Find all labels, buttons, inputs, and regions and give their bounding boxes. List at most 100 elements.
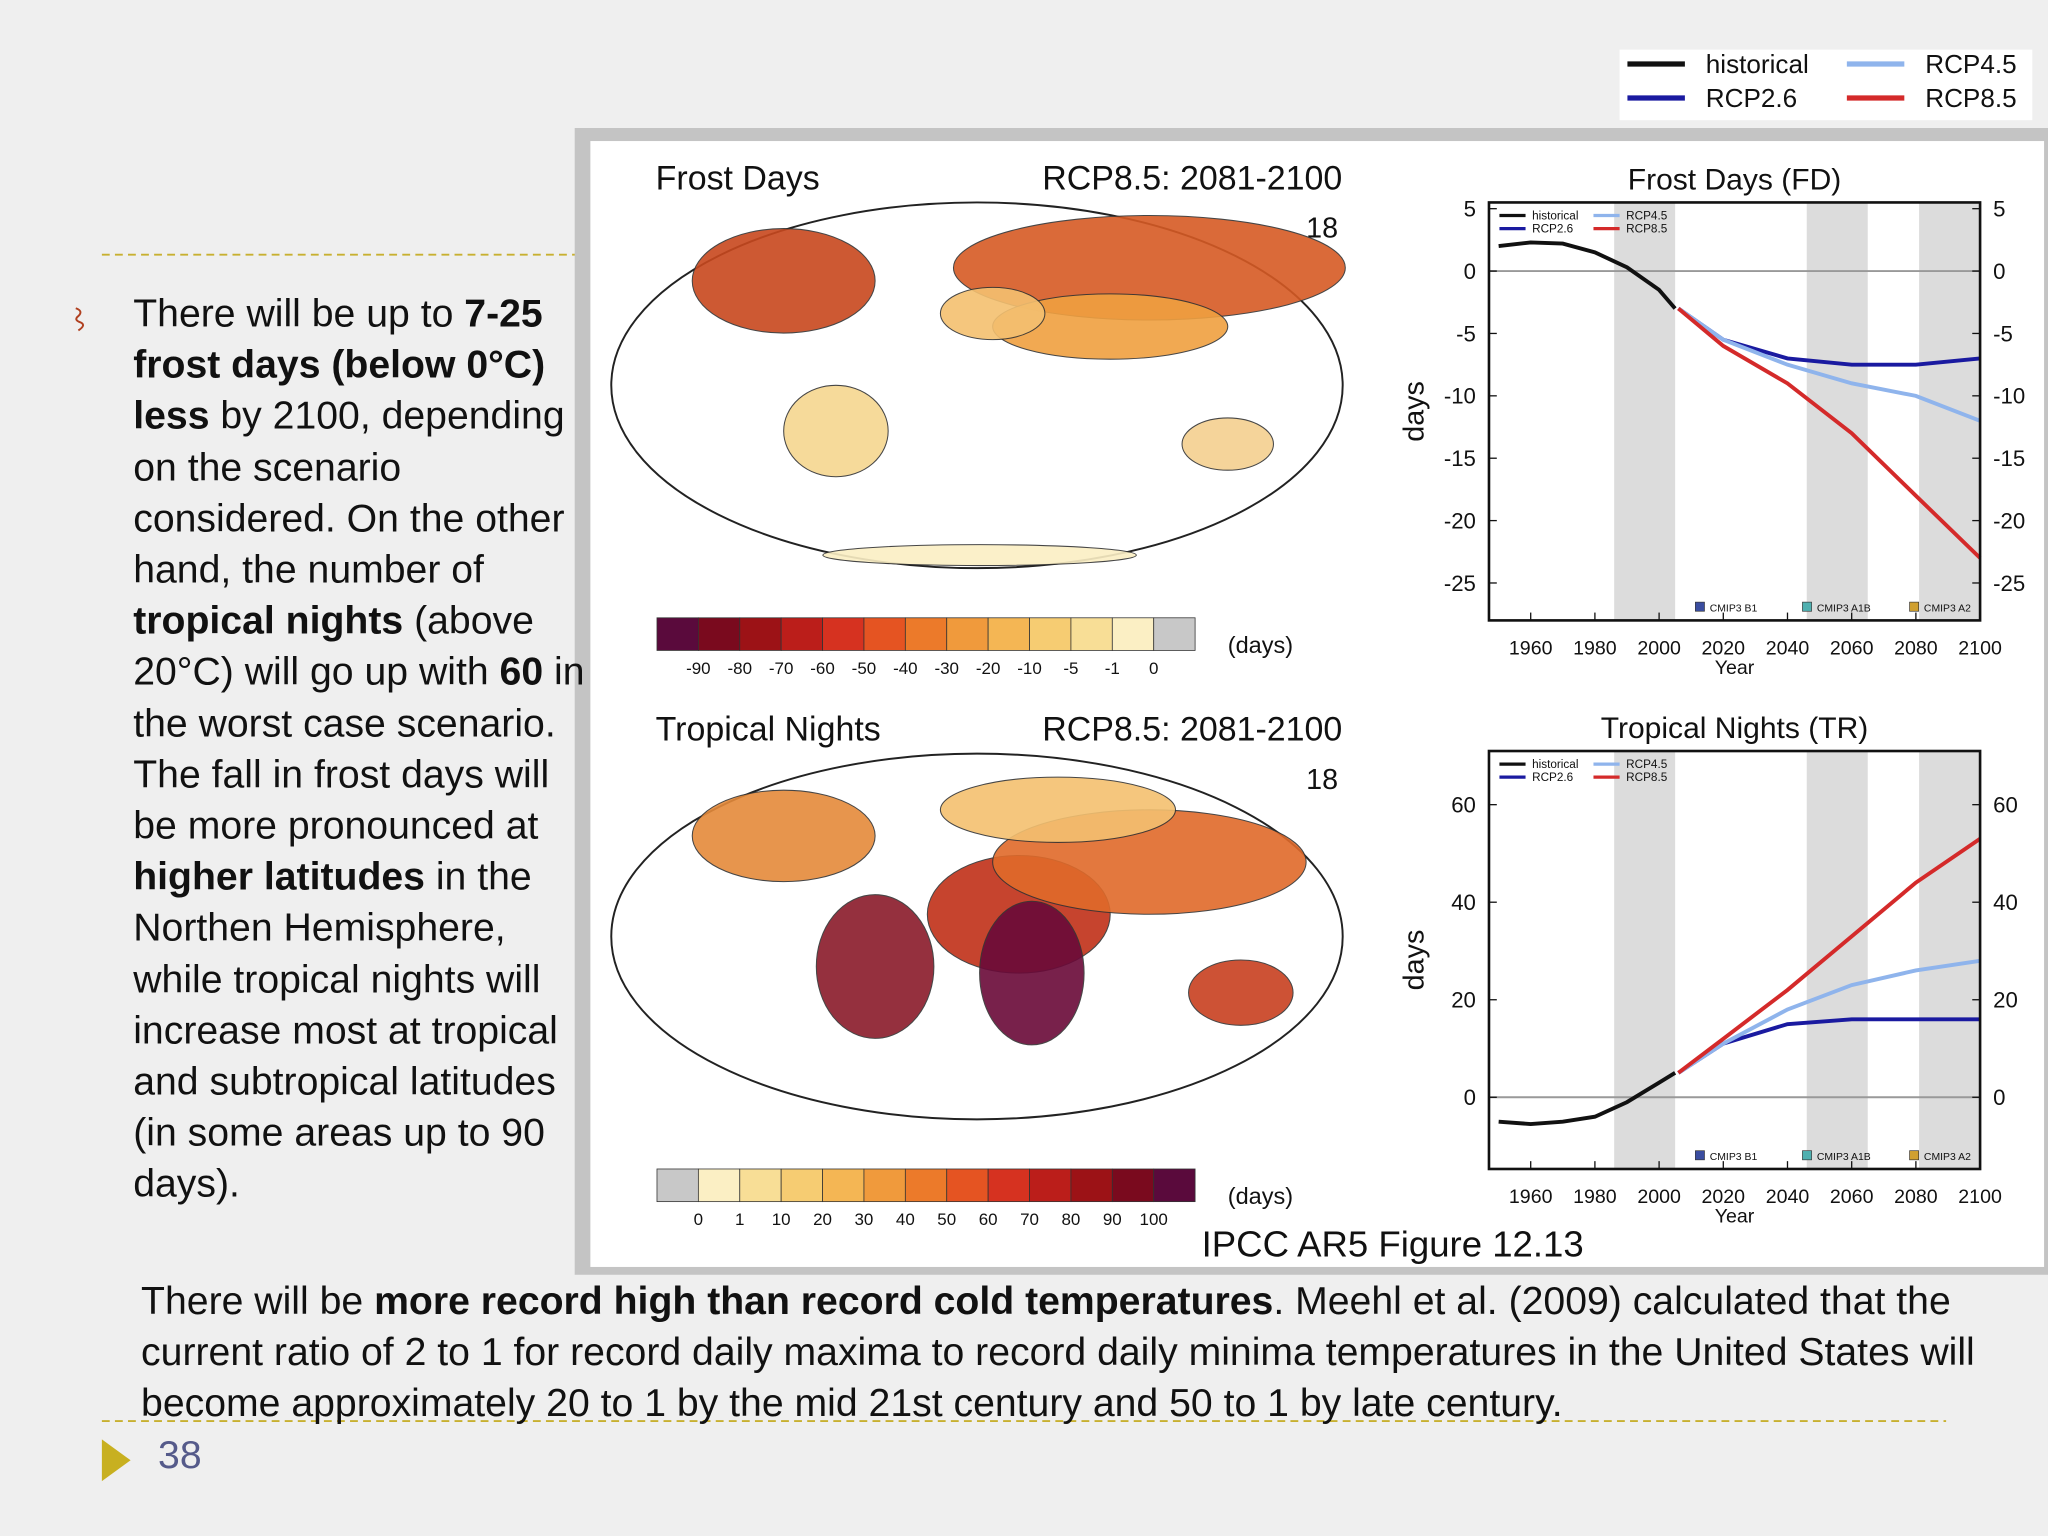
colorbar-cell [739,617,782,651]
colorbar-tick-label: -90 [686,659,711,678]
colorbar-tick-label: -40 [893,659,918,678]
box-legend-label: CMIP3 A2 [1924,1152,1971,1163]
plot-frame [1487,201,1982,622]
bullet-glyph [75,307,85,332]
x-tick-label: 2080 [1894,1186,1938,1208]
y-tick-label: -10 [1993,384,2025,409]
colorbar-tick-label: 50 [937,1210,956,1229]
y-tick-label: 40 [1451,890,1476,915]
inner-legend-label: RCP8.5 [1626,222,1668,235]
y-tick-label: 60 [1993,793,2018,818]
x-tick-label: 1960 [1509,1186,1553,1208]
y-tick-label: 40 [1993,890,2018,915]
colorbar-cell [987,617,1030,651]
text-run: . Meehl et al. (2009) calculated that th… [141,1279,1975,1426]
map-region [979,900,1085,1046]
x-tick-label: 2000 [1637,637,1681,659]
series-line [1677,306,1981,423]
y-tick-label: -15 [1444,446,1476,471]
colorbar-cell [863,1168,906,1203]
x-tick-label: 2060 [1830,1186,1874,1208]
map-region [815,894,935,1039]
box-legend-swatch [1802,601,1812,612]
series-line [1498,240,1677,310]
colorbar-tick-label: 30 [855,1210,874,1229]
colorbar-cell [904,617,948,651]
y-tick-label: 5 [1464,197,1476,222]
colorbar-tick-label: 1 [735,1210,744,1229]
chart-title: Frost Days (FD) [1628,163,1842,196]
map-region [939,286,1046,341]
y-tick-label: -10 [1444,384,1476,409]
figure-caption: IPCC AR5 Figure 12.13 [1202,1223,1584,1264]
colorbar-tick-label: -80 [728,659,753,678]
colorbar-unit: (days) [1228,1183,1293,1209]
colorbar-tick-label: -60 [810,659,835,678]
colorbar-tick-label: -70 [769,659,794,678]
y-tick-label: 0 [1993,1085,2005,1110]
colorbar-cell [946,617,989,651]
colorbar-tick-label: -1 [1105,659,1120,678]
text-run: 60 [499,650,544,695]
y-tick-label: -25 [1993,571,2025,596]
x-axis-label: Year [1715,657,1755,679]
colorbar-tick-label: -50 [852,659,877,678]
y-tick-label: -5 [1456,321,1476,346]
map-region [691,789,876,883]
x-tick-label: 1980 [1573,637,1617,659]
map-region [783,384,889,478]
colorbar-cell [656,617,699,651]
box-legend-label: CMIP3 B1 [1710,603,1758,614]
colorbar-tick-label: 40 [896,1210,915,1229]
shaded-period [1806,202,1868,621]
y-tick-label: 20 [1451,988,1476,1013]
text-run: 7-25 frost days (below 0°C) less [133,292,546,439]
x-tick-label: 2020 [1702,637,1746,659]
colorbar-tick-label: 0 [1149,659,1158,678]
colorbar-cell [697,617,741,651]
colorbar-cell [780,617,823,651]
page-marker [101,1439,131,1482]
plot-frame [1487,749,1982,1171]
colorbar-cell [739,1168,782,1203]
y-tick-label: -5 [1993,321,2013,346]
text-run: in the worst case scenario. The fall in … [133,650,585,848]
map-title: Frost Days [656,159,820,197]
colorbar-tick-label: 80 [1061,1210,1080,1229]
legend-label: historical [1706,49,1809,79]
inner-legend-label: RCP4.5 [1626,209,1668,222]
colorbar-cell [863,617,906,651]
x-axis-label: Year [1715,1206,1755,1228]
map-region [1181,417,1274,471]
colorbar-cell [1153,1168,1196,1203]
x-tick-label: 2100 [1958,1186,2002,1208]
colorbar-cell [1070,617,1113,651]
colorbar-tick-label: 70 [1020,1210,1039,1229]
text-run: (above 20°C) will go up with [133,599,534,695]
colorbar-tick-label: -10 [1017,659,1042,678]
colorbar-cell [1111,1168,1155,1203]
inner-legend-label: historical [1532,209,1578,222]
x-tick-label: 2040 [1766,1186,1810,1208]
colorbar-tick-label: -5 [1063,659,1078,678]
colorbar-tick-label: 60 [979,1210,998,1229]
box-legend-swatch [1695,601,1705,612]
colorbar-cell [697,1168,741,1203]
colorbar-tick-label: 10 [772,1210,791,1229]
text-run: There will be [141,1279,375,1324]
legend-label: RCP8.5 [1925,83,2016,113]
colorbar-cell [1111,617,1155,651]
map-region [1188,959,1294,1026]
colorbar-cell [987,1168,1030,1203]
x-tick-label: 2100 [1958,637,2002,659]
colorbar-cell [780,1168,823,1203]
colorbar-cell [1029,1168,1072,1203]
colorbar-cell [822,1168,865,1203]
inner-legend-label: RCP2.6 [1532,222,1574,235]
series-line [1677,307,1982,560]
colorbar-unit: (days) [1228,632,1293,658]
x-tick-label: 1980 [1573,1186,1617,1208]
colorbar-tick-label: -30 [934,659,959,678]
colorbar-cell [1029,617,1072,651]
